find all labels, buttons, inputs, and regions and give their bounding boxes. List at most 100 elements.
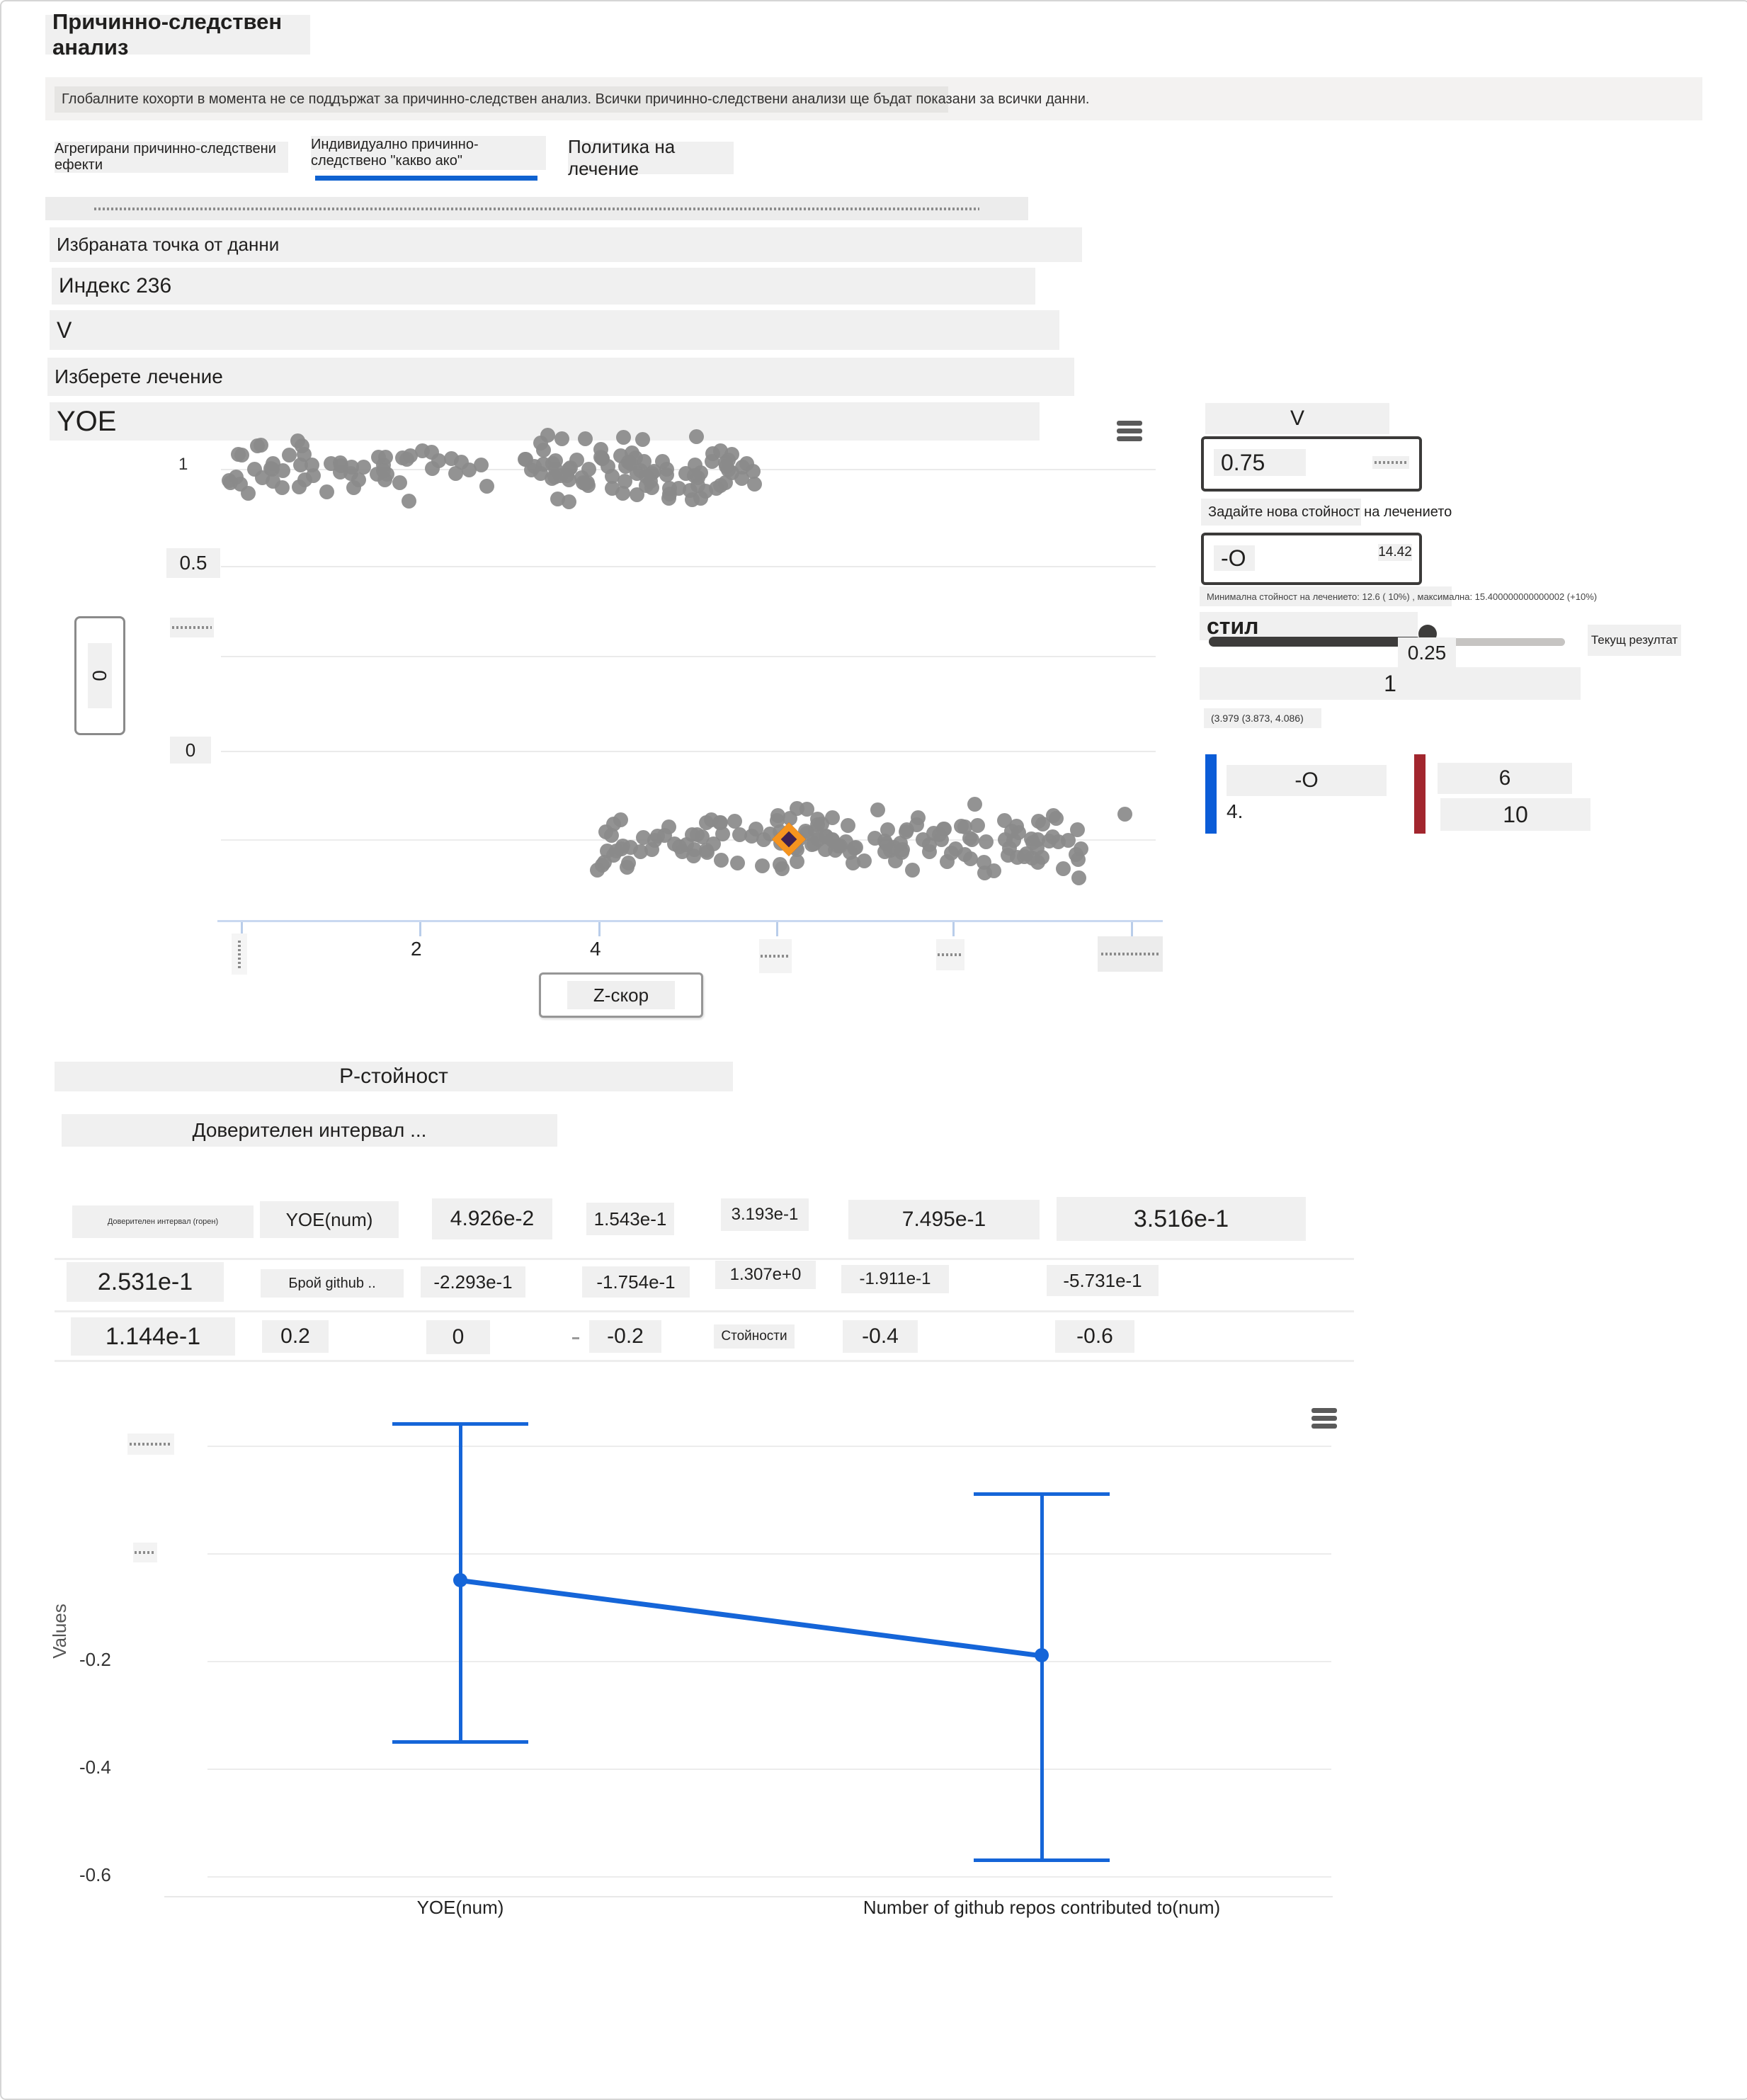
scatter-point[interactable] (615, 485, 630, 501)
scatter-point[interactable] (552, 468, 568, 484)
scatter-point[interactable] (661, 490, 676, 506)
scatter-point[interactable] (274, 480, 290, 496)
scatter-point[interactable] (962, 830, 978, 846)
scatter-point[interactable] (1031, 814, 1047, 829)
scatter-point[interactable] (275, 462, 290, 478)
scatter-point[interactable] (712, 815, 728, 831)
scatter-point[interactable] (842, 845, 858, 861)
scatter-point[interactable] (734, 470, 749, 486)
scatter-point[interactable] (613, 812, 628, 827)
scatter-point[interactable] (1030, 841, 1045, 856)
scatter-point[interactable] (605, 481, 620, 496)
scatter-point[interactable] (977, 865, 993, 881)
scatter-point[interactable] (266, 473, 281, 489)
scatter-point[interactable] (1070, 851, 1086, 867)
scatter-point[interactable] (799, 802, 814, 817)
scatter-point[interactable] (615, 838, 631, 853)
scatter-point[interactable] (700, 845, 715, 861)
scatter-yaxis-button[interactable]: 0 (74, 616, 125, 735)
scatter-point[interactable] (698, 484, 713, 499)
scatter-point[interactable] (819, 828, 834, 844)
scatter-point[interactable] (377, 449, 393, 465)
scatter-point[interactable] (943, 845, 959, 861)
scatter-point[interactable] (559, 468, 574, 484)
scatter-point[interactable] (883, 843, 899, 858)
scatter-point[interactable] (574, 470, 590, 485)
scatter-point[interactable] (580, 475, 596, 490)
scatter-point[interactable] (535, 443, 551, 458)
scatter-point[interactable] (402, 494, 417, 509)
scatter-point[interactable] (939, 854, 955, 870)
scatter-point[interactable] (1073, 841, 1088, 857)
scatter-point[interactable] (880, 822, 896, 838)
scatter-point[interactable] (1045, 808, 1061, 824)
scatter-point[interactable] (699, 815, 715, 830)
scatter-point[interactable] (606, 817, 622, 832)
scatter-point[interactable] (730, 855, 746, 870)
scatter-point[interactable] (1024, 850, 1040, 865)
scatter-point[interactable] (724, 465, 739, 480)
scatter-point[interactable] (414, 443, 430, 458)
scatter-point[interactable] (305, 468, 321, 484)
scatter-point[interactable] (790, 853, 805, 869)
scatter-point[interactable] (937, 822, 952, 837)
scatter-point[interactable] (355, 459, 371, 475)
scatter-point[interactable] (1069, 847, 1084, 862)
scatter-point[interactable] (892, 836, 908, 851)
scatter-point[interactable] (685, 492, 700, 507)
scatter-point[interactable] (594, 451, 610, 467)
scatter-point[interactable] (399, 451, 414, 467)
scatter-point[interactable] (671, 481, 686, 496)
scatter-point[interactable] (646, 463, 661, 479)
scatter-point[interactable] (888, 853, 904, 868)
scatter-chart-menu-icon[interactable] (1113, 416, 1146, 446)
scatter-point[interactable] (744, 828, 759, 844)
scatter-point[interactable] (370, 450, 386, 465)
outcome-dropdown[interactable]: V (50, 310, 1059, 350)
scatter-point[interactable] (453, 455, 469, 470)
scatter-point[interactable] (593, 449, 609, 465)
scatter-point[interactable] (1070, 822, 1086, 837)
datapoint-index-dropdown[interactable]: Индекс 236 (52, 268, 1035, 305)
scatter-point[interactable] (886, 839, 901, 855)
treatment-dropdown[interactable]: YOE (50, 402, 1040, 441)
scatter-point[interactable] (712, 443, 728, 459)
scatter-point[interactable] (770, 807, 785, 823)
scatter-point[interactable] (424, 445, 440, 460)
effect-point[interactable] (453, 1573, 467, 1587)
scatter-point[interactable] (319, 484, 335, 499)
scatter-point[interactable] (898, 824, 914, 840)
scatter-point[interactable] (910, 810, 926, 825)
scatter-point[interactable] (857, 853, 872, 869)
scatter-point[interactable] (518, 451, 533, 467)
scatter-point[interactable] (870, 802, 885, 817)
scatter-point[interactable] (517, 451, 533, 467)
scatter-point[interactable] (608, 843, 624, 858)
scatter-point[interactable] (547, 470, 562, 485)
scatter-point[interactable] (1071, 870, 1086, 885)
scatter-point[interactable] (746, 464, 761, 479)
scatter-point[interactable] (394, 450, 410, 465)
selected-datapoint-marker[interactable] (772, 822, 807, 857)
effect-chart-menu-icon[interactable] (1308, 1404, 1341, 1434)
scatter-point[interactable] (672, 839, 688, 855)
scatter-point[interactable] (818, 829, 833, 844)
scatter-point[interactable] (970, 817, 986, 833)
scatter-point[interactable] (979, 834, 994, 850)
scatter-point[interactable] (838, 834, 854, 850)
scatter-point[interactable] (527, 459, 542, 475)
scatter-point[interactable] (809, 817, 825, 833)
scatter-point[interactable] (810, 811, 826, 827)
scatter-point[interactable] (594, 857, 610, 873)
scatter-point[interactable] (1042, 833, 1057, 848)
scatter-point[interactable] (674, 844, 690, 859)
scatter-point[interactable] (807, 823, 823, 839)
scatter-point[interactable] (639, 478, 654, 494)
scatter-point[interactable] (1011, 824, 1027, 840)
scatter-point[interactable] (846, 841, 862, 856)
scatter-point[interactable] (1004, 823, 1020, 839)
scatter-point[interactable] (613, 448, 629, 463)
scatter-point[interactable] (282, 447, 297, 462)
scatter-point[interactable] (705, 454, 719, 470)
scatter-point[interactable] (688, 458, 703, 473)
